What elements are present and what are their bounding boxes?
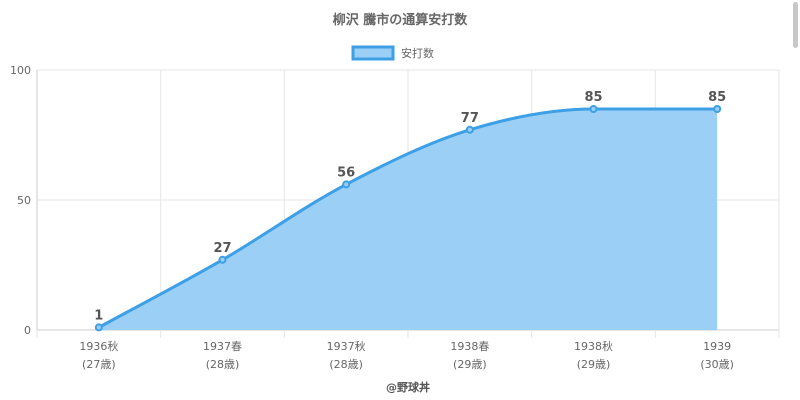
data-labels: 1 27 56 77 85 85 [94,90,726,323]
y-tick-label: 50 [17,194,31,207]
x-tick-sublabel: (29歳) [577,358,611,371]
data-point[interactable] [713,105,722,113]
vertical-scrollbar[interactable] [793,2,798,48]
data-point[interactable] [218,255,227,264]
points [94,105,722,332]
area-layer [98,107,718,330]
data-point[interactable] [94,323,103,332]
x-tick-label: 1936秋 [79,339,118,353]
series-area-fill [98,109,718,330]
y-tick-label: 100 [10,64,31,77]
data-label: 85 [708,90,726,105]
data-label: 27 [213,241,231,256]
x-tick-sublabel: (27歳) [82,358,116,371]
x-tick-label: 1937秋 [327,339,366,353]
legend-label: 安打数 [401,46,434,60]
data-point[interactable] [589,105,598,113]
x-tick-label: 1937春 [203,340,242,353]
x-tick-label: 1938秋 [574,339,613,353]
x-tick-label: 1939 [703,340,731,353]
legend-swatch [351,45,395,61]
ticks: 0 50 100 1936秋 (27歳) 1937春 (28歳) 1937秋 (28歳) 1938… [10,64,734,371]
data-label: 56 [337,165,355,180]
x-tick-sublabel: (30歳) [700,358,734,371]
x-tick-label: 1938春 [450,340,489,353]
x-tick-sublabel: (28歳) [206,358,240,371]
data-label: 1 [94,308,103,323]
data-point[interactable] [465,125,474,134]
data-point[interactable] [342,180,351,189]
y-tick-label: 0 [24,324,31,337]
x-tick-sublabel: (29歳) [453,358,487,371]
data-label: 85 [584,90,602,105]
data-label: 77 [461,111,479,126]
series-line [98,107,718,329]
x-tick-sublabel: (28歳) [329,358,363,371]
legend[interactable]: 安打数 [351,45,434,61]
credit-label: @野球丼 [386,380,430,394]
chart-title: 柳沢 騰市の通算安打数 [333,12,469,28]
